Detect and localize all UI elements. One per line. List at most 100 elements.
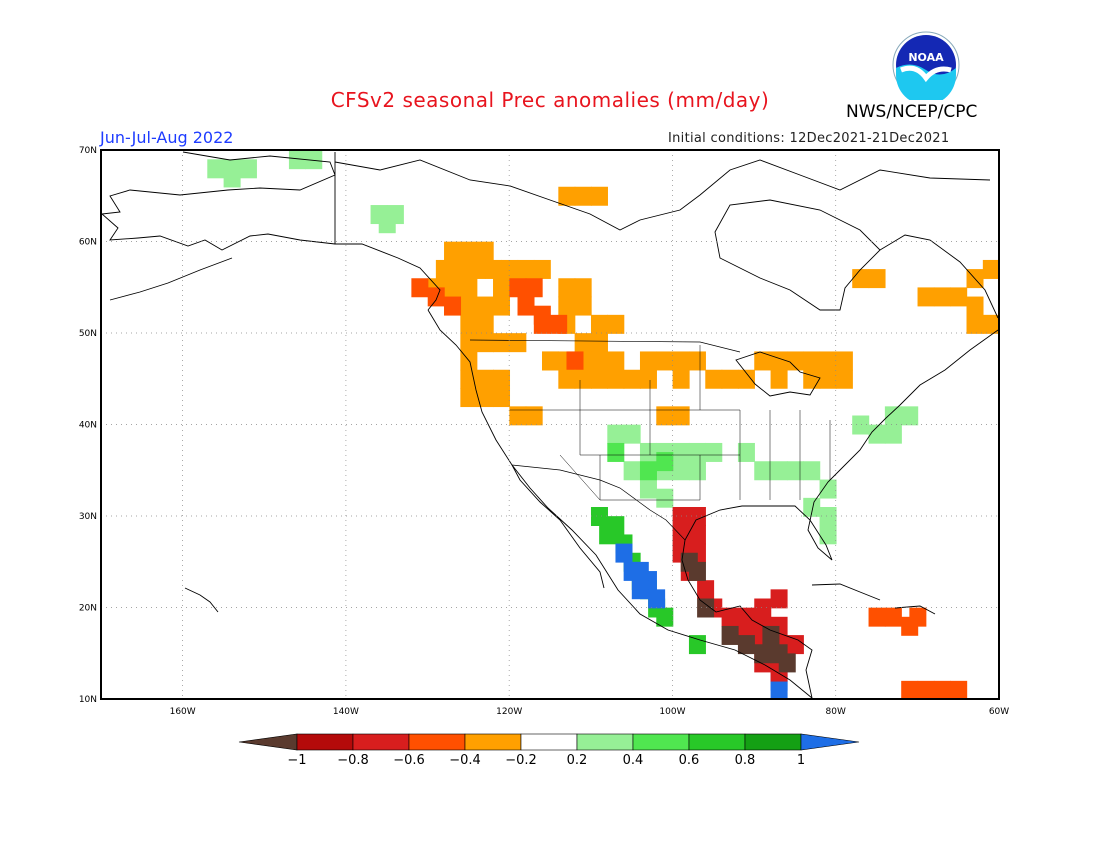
anomaly-cell	[819, 507, 837, 526]
anomaly-cell	[550, 314, 568, 334]
anomaly-cell	[917, 287, 935, 307]
anomaly-cell	[697, 580, 715, 600]
anomaly-cell	[476, 369, 494, 389]
colorbar-label: −0.2	[505, 753, 537, 768]
anomaly-cell	[574, 296, 592, 316]
anomaly-cell	[754, 644, 772, 664]
anomaly-cell	[705, 442, 723, 462]
anomaly-cell	[533, 314, 551, 334]
longitude-tick-label: 100W	[659, 707, 685, 717]
anomaly-cell	[688, 635, 706, 655]
anomaly-cell	[672, 406, 690, 426]
anomaly-cell	[574, 278, 592, 298]
anomaly-cell	[672, 351, 690, 371]
anomaly-cell	[672, 442, 690, 462]
anomaly-cell	[599, 525, 617, 545]
anomaly-cell	[737, 635, 755, 655]
anomaly-cell	[542, 351, 559, 371]
anomaly-cell	[305, 150, 323, 170]
anomaly-cell	[493, 278, 511, 298]
anomaly-cell	[574, 369, 592, 389]
us-state-lines	[510, 345, 831, 501]
anomaly-cell	[868, 607, 886, 627]
colorbar-segment	[688, 733, 746, 751]
anomaly-cell	[648, 589, 666, 609]
anomaly-cell	[982, 259, 1000, 279]
anomaly-cell	[786, 635, 804, 655]
anomaly-cell	[558, 296, 576, 316]
anomaly-cell	[476, 388, 494, 408]
anomaly-cell	[966, 296, 984, 316]
us-canada-border	[469, 339, 741, 353]
anomaly-cell	[982, 314, 1000, 334]
anomaly-cell	[207, 159, 225, 179]
anomaly-cell	[590, 186, 608, 206]
anomaly-cell	[517, 259, 535, 279]
longitude-tick-label: 160W	[170, 707, 196, 717]
anomaly-cell	[835, 369, 853, 389]
anomaly-cell	[639, 479, 657, 499]
anomaly-cell	[803, 461, 821, 481]
anomaly-cell	[884, 607, 902, 627]
anomaly-cell	[672, 369, 690, 389]
colorbar-arrow-low	[238, 733, 298, 751]
anomaly-cell	[672, 461, 690, 481]
anomaly-cell	[509, 278, 527, 298]
anomaly-cell	[590, 369, 608, 389]
latitude-tick-label: 50N	[79, 329, 97, 339]
initial-conditions-label: Initial conditions: 12Dec2021-21Dec2021	[668, 131, 950, 146]
hispaniola	[894, 605, 936, 615]
cuba	[811, 583, 881, 601]
anomaly-cell	[852, 415, 870, 435]
anomaly-cell	[688, 442, 706, 462]
anomaly-cell	[460, 278, 478, 298]
anomaly-cell	[566, 351, 584, 371]
anomaly-cell	[656, 607, 674, 627]
us-mexico-border	[511, 464, 686, 541]
colorbar-label: 0.4	[623, 753, 644, 768]
colorbar-label: 1	[797, 753, 805, 768]
colorbar-segment	[464, 733, 522, 751]
colorbar-segment	[408, 733, 466, 751]
anomaly-cell	[884, 406, 902, 426]
anomaly-cell	[868, 424, 886, 444]
anomaly-cell	[615, 543, 633, 563]
anomaly-cell	[737, 442, 755, 462]
anomaly-cell	[770, 369, 788, 389]
canada-arctic-coast	[334, 159, 991, 231]
anomaly-cell	[656, 488, 674, 508]
anomaly-cell	[533, 259, 551, 279]
longitude-tick-label: 120W	[496, 707, 522, 717]
anomaly-cell	[239, 159, 257, 179]
anomaly-cell	[688, 461, 706, 481]
pacific-coast	[427, 309, 813, 699]
baja-california	[511, 464, 605, 589]
latitude-tick-label: 30N	[79, 512, 97, 522]
anomaly-cell	[427, 287, 445, 307]
colorbar-segment	[744, 733, 802, 751]
anomaly-cell	[607, 351, 625, 371]
colorbar-segment	[632, 733, 690, 751]
anomaly-cell	[444, 296, 462, 316]
anomaly-cell	[688, 561, 706, 581]
colorbar-label: −1	[287, 753, 306, 768]
colorbar-label: 0.2	[567, 753, 588, 768]
anomaly-cell	[770, 461, 788, 481]
anomaly-cell	[933, 680, 951, 700]
longitude-tick-label: 80W	[826, 707, 846, 717]
anomaly-cell	[672, 525, 690, 545]
colorbar-segment	[520, 733, 578, 751]
latitude-tick-label: 20N	[79, 604, 97, 614]
anomaly-cell	[574, 186, 592, 206]
anomaly-cell	[950, 680, 968, 700]
anomaly-cell	[721, 369, 739, 389]
anomaly-cell	[493, 388, 511, 408]
anomaly-cell	[901, 406, 919, 426]
anomaly-cell	[476, 333, 494, 353]
anomaly-cell	[697, 598, 715, 618]
anomaly-cell	[705, 369, 723, 389]
anomaly-cell	[460, 241, 478, 261]
anomaly-cell	[835, 351, 853, 371]
